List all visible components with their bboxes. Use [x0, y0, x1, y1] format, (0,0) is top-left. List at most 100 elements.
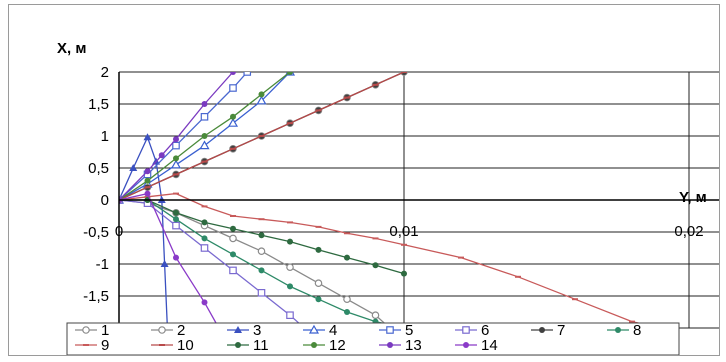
data-point [257, 247, 266, 256]
legend-label: 7 [557, 322, 565, 339]
legend-item: 5 [379, 322, 413, 339]
legend-label: 8 [633, 322, 641, 339]
legend-item: 10 [151, 337, 194, 354]
data-point [170, 159, 182, 169]
data-point [315, 296, 322, 303]
legend-item: 7 [531, 322, 565, 339]
data-point [201, 299, 208, 306]
legend-marker [387, 342, 393, 348]
legend-marker [615, 327, 621, 333]
chart-svg: 21,510,50-0,5-1-1,5-200,010,02 X, м Y, м… [57, 40, 719, 356]
legend-marker [311, 342, 317, 348]
data-point [144, 168, 151, 175]
legend-label: 5 [405, 322, 413, 339]
data-point [173, 216, 179, 223]
data-point [344, 309, 350, 315]
legend-label: 13 [405, 337, 422, 354]
data-point [173, 155, 179, 162]
data-point [227, 117, 239, 127]
y-tick-label: -1 [96, 256, 109, 273]
data-point [286, 263, 294, 272]
legend-item: 3 [227, 322, 261, 339]
legend-item: 2 [151, 322, 185, 339]
legend-label: 2 [177, 322, 185, 339]
data-point [229, 84, 237, 92]
legend-label: 6 [481, 322, 489, 339]
data-point [173, 254, 179, 261]
data-point [315, 246, 322, 253]
data-point [199, 140, 210, 150]
legend-marker [462, 326, 470, 334]
data-point [257, 289, 266, 297]
data-point [173, 136, 179, 143]
data-point [286, 311, 294, 320]
y-axis-label: X, м [57, 40, 86, 57]
x-tick-label: 0,02 [674, 223, 703, 240]
data-point [401, 270, 407, 277]
data-point [229, 234, 237, 243]
y-tick-label: 2 [101, 64, 109, 81]
data-point [230, 113, 236, 120]
data-point [371, 311, 380, 320]
legend-marker [308, 324, 320, 334]
data-point [243, 72, 252, 76]
legend-item: 8 [607, 322, 641, 339]
legend-label: 3 [253, 322, 261, 339]
legend-label: 12 [329, 337, 346, 354]
legend-item: 6 [455, 322, 489, 339]
data-point [144, 177, 151, 184]
data-point [258, 232, 265, 239]
legend-box [66, 322, 680, 356]
data-point [344, 254, 350, 261]
legend-label: 9 [101, 337, 109, 354]
legend-marker [158, 326, 166, 334]
data-point [143, 133, 152, 141]
legend-marker [463, 342, 469, 348]
y-tick-label: 0 [101, 192, 109, 209]
series-10 [119, 72, 407, 201]
legend-label: 4 [329, 322, 337, 339]
legend-item: 12 [303, 337, 346, 354]
legend-marker [82, 326, 90, 334]
series-11 [119, 197, 407, 277]
legend-marker [539, 327, 545, 333]
data-point [314, 279, 323, 288]
legend-marker [386, 326, 394, 334]
data-point [229, 266, 237, 275]
legend-label: 14 [481, 337, 498, 354]
legend-label: 10 [177, 337, 194, 354]
legend-item: 14 [455, 337, 498, 354]
data-point [201, 235, 208, 242]
data-point [258, 267, 265, 274]
data-point [172, 221, 180, 230]
data-point [230, 225, 236, 232]
legend-item: 4 [303, 322, 337, 339]
data-point [201, 101, 208, 107]
data-point [287, 283, 293, 290]
legend-label: 11 [253, 337, 269, 354]
series-6 [119, 196, 309, 328]
data-point [172, 141, 180, 150]
data-point [200, 112, 209, 121]
data-point [230, 251, 236, 258]
legend-marker [235, 342, 241, 348]
series-line-13 [119, 72, 234, 201]
data-point [287, 72, 293, 75]
data-point [173, 209, 179, 216]
data-point [230, 72, 236, 75]
y-tick-label: 1 [101, 128, 109, 145]
data-point [258, 91, 265, 98]
y-tick-label: 0,5 [88, 160, 109, 177]
legend-item: 11 [227, 337, 269, 354]
data-point [201, 219, 208, 226]
data-point [158, 152, 165, 159]
data-point [343, 295, 351, 304]
data-point [372, 262, 379, 269]
data-point [200, 244, 209, 252]
data-point [256, 95, 267, 105]
series-12 [119, 72, 293, 203]
y-tick-label: -1,5 [83, 288, 109, 305]
y-tick-label: -0,5 [83, 224, 109, 241]
x-tick-label: 0,01 [389, 223, 418, 240]
chart-frame: 21,510,50-0,5-1-1,5-200,010,02 X, м Y, м… [8, 4, 720, 356]
